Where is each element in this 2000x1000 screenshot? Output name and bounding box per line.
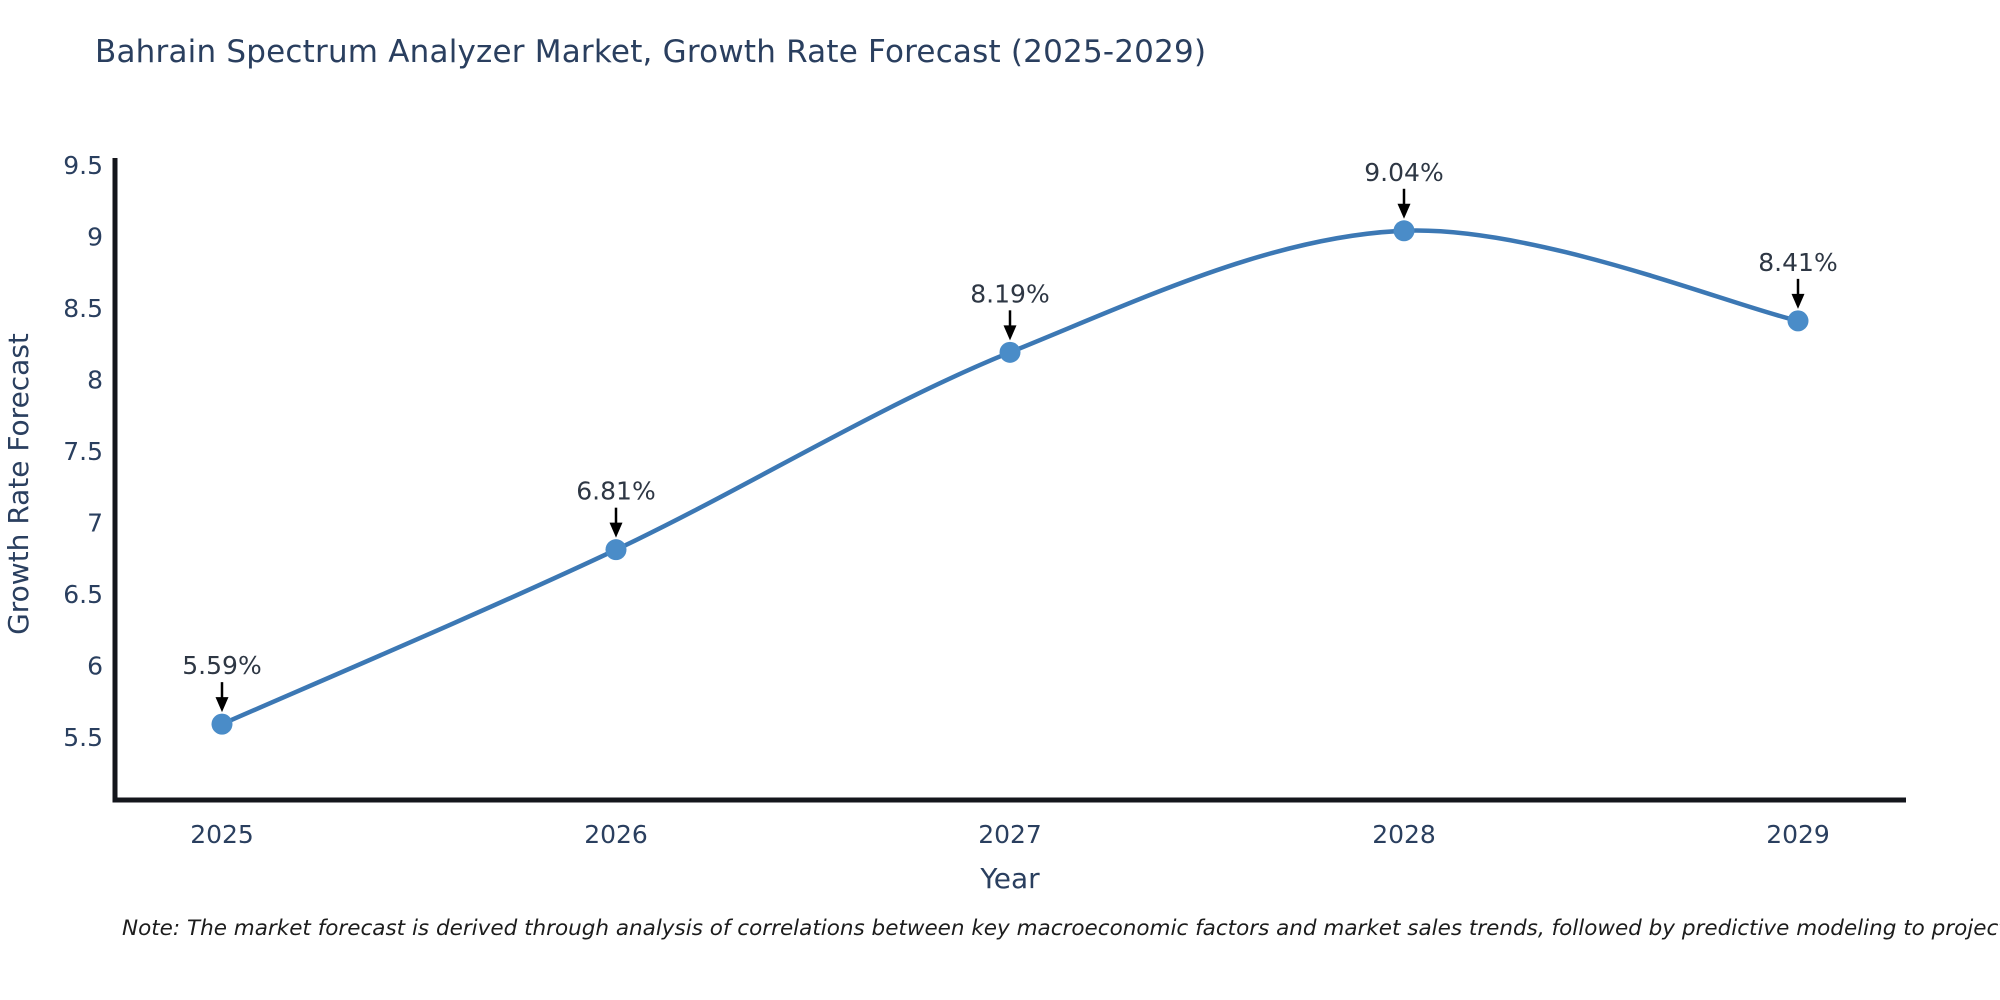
data-point-marker [1393,220,1415,242]
x-tick-label: 2027 [978,820,1042,849]
annotation-arrow-head [609,522,623,538]
y-tick-label: 6.5 [63,580,103,609]
y-tick-label: 8 [87,366,103,395]
y-tick-label: 8.5 [63,294,103,323]
footnote: Note: The market forecast is derived thr… [122,916,2000,941]
annotation-arrow-head [1791,293,1805,309]
point-annotation-label: 8.19% [970,279,1049,308]
data-point-marker [605,539,627,561]
data-point-marker [211,713,233,735]
plot-area: 5.5 6 6.5 7 7.5 8 8.5 9 9.5 2025 2026 2027 2028 2029 5… [63,151,1906,849]
point-annotation-label: 5.59% [182,651,261,680]
point-annotation-label: 8.41% [1758,248,1837,277]
x-axis-title: Year [979,862,1040,895]
y-tick-label: 7.5 [63,437,103,466]
y-tick-label: 5.5 [63,723,103,752]
x-tick-label: 2025 [190,820,254,849]
x-tick-label: 2026 [584,820,648,849]
y-tick-label: 7 [87,509,103,538]
annotation-arrow-head [1397,203,1411,219]
point-annotation-label: 6.81% [576,477,655,506]
point-annotation-label: 9.04% [1364,158,1443,187]
y-tick-label: 9.5 [63,151,103,180]
x-tick-label: 2029 [1766,820,1830,849]
y-axis-title: Growth Rate Forecast [2,333,35,635]
y-tick-label: 9 [87,223,103,252]
annotation-arrow-head [1003,325,1017,341]
data-point-marker [1787,310,1809,332]
chart-title: Bahrain Spectrum Analyzer Market, Growth… [95,34,1207,70]
y-tick-label: 6 [87,652,103,681]
x-tick-label: 2028 [1372,820,1436,849]
annotation-arrow-head [215,697,229,713]
data-point-marker [999,341,1021,363]
